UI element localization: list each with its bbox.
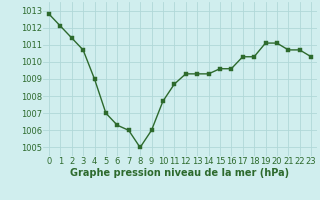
X-axis label: Graphe pression niveau de la mer (hPa): Graphe pression niveau de la mer (hPa): [70, 168, 290, 178]
